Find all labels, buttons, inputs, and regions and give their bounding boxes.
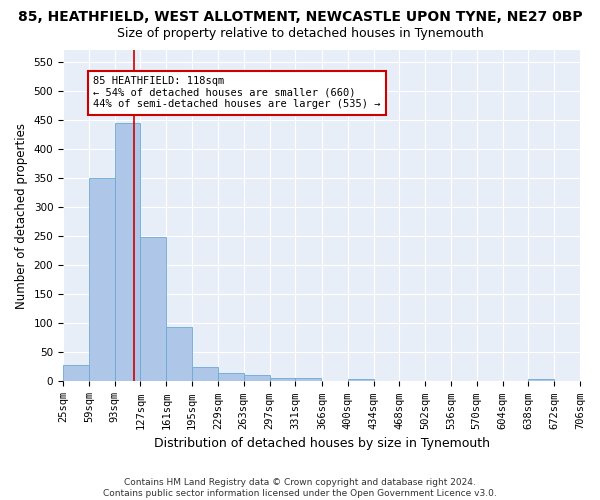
Text: Contains HM Land Registry data © Crown copyright and database right 2024.
Contai: Contains HM Land Registry data © Crown c… bbox=[103, 478, 497, 498]
Bar bbox=[166, 328, 192, 382]
Bar bbox=[63, 365, 89, 382]
X-axis label: Distribution of detached houses by size in Tynemouth: Distribution of detached houses by size … bbox=[154, 437, 490, 450]
Bar bbox=[348, 378, 374, 382]
Bar bbox=[244, 375, 269, 382]
Bar bbox=[295, 378, 321, 382]
Bar bbox=[269, 378, 295, 382]
Bar bbox=[115, 122, 140, 382]
Bar bbox=[192, 367, 218, 382]
Bar bbox=[529, 378, 554, 382]
Text: 85, HEATHFIELD, WEST ALLOTMENT, NEWCASTLE UPON TYNE, NE27 0BP: 85, HEATHFIELD, WEST ALLOTMENT, NEWCASTL… bbox=[17, 10, 583, 24]
Text: 85 HEATHFIELD: 118sqm
← 54% of detached houses are smaller (660)
44% of semi-det: 85 HEATHFIELD: 118sqm ← 54% of detached … bbox=[94, 76, 381, 110]
Text: Size of property relative to detached houses in Tynemouth: Size of property relative to detached ho… bbox=[116, 28, 484, 40]
Bar bbox=[218, 374, 244, 382]
Y-axis label: Number of detached properties: Number of detached properties bbox=[15, 122, 28, 308]
Bar bbox=[89, 178, 115, 382]
Bar bbox=[140, 237, 166, 382]
